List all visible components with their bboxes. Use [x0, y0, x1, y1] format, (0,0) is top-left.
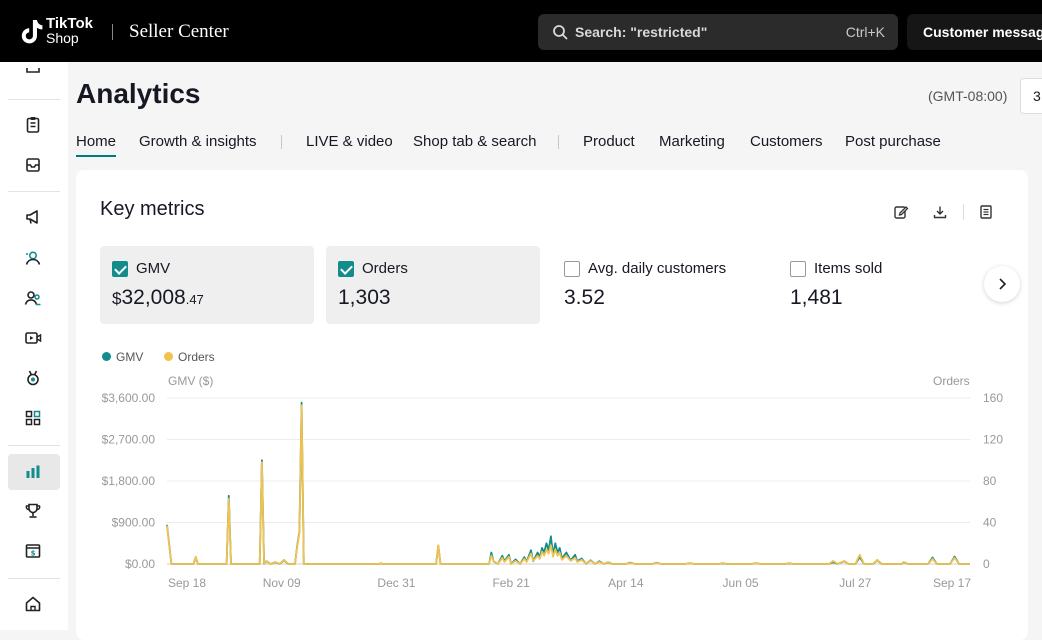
x-tick-label: Sep 18: [168, 576, 206, 590]
report-icon[interactable]: [978, 204, 994, 220]
customers-icon[interactable]: [24, 289, 42, 307]
y-right-axis-title: Orders: [933, 374, 970, 388]
sidebar: $: [0, 62, 68, 630]
y-left-tick-label: $1,800.00: [102, 474, 156, 488]
tab-product[interactable]: Product: [583, 133, 635, 150]
gmv-checkbox[interactable]: [112, 261, 128, 277]
y-left-tick-label: $2,700.00: [102, 433, 156, 447]
key-metrics-card: Key metrics GMV $32,008.47 Orders 1,303 …: [76, 170, 1028, 640]
timezone-label: (GMT-08:00): [928, 88, 1008, 104]
sidebar-divider: [8, 445, 60, 446]
y-left-tick-label: $900.00: [112, 516, 156, 530]
analytics-icon[interactable]: [24, 463, 42, 481]
y-left-tick-label: $3,600.00: [102, 391, 156, 405]
x-tick-label: Feb 21: [492, 576, 530, 590]
svg-text:$: $: [31, 550, 36, 558]
tab-shop-tab-search[interactable]: Shop tab & search: [413, 133, 537, 150]
download-icon[interactable]: [932, 204, 948, 220]
sidebar-divider: [8, 99, 60, 100]
y-right-tick-label: 160: [983, 391, 1003, 405]
megaphone-icon[interactable]: [24, 208, 42, 226]
search-box[interactable]: Ctrl+K: [538, 14, 898, 50]
legend-gmv[interactable]: GMV: [102, 350, 143, 364]
tab-post-purchase[interactable]: Post purchase: [845, 133, 941, 150]
app-name: Seller Center: [129, 21, 229, 42]
metric-value: 3.52: [564, 286, 605, 309]
inbox-icon[interactable]: [24, 156, 42, 174]
metric-value: $32,008.47: [112, 286, 204, 309]
x-tick-label: Sep 17: [933, 576, 971, 590]
clipboard-icon[interactable]: [24, 116, 42, 134]
top-bar: TikTok Shop Seller Center Ctrl+K Custome…: [0, 0, 1042, 62]
list-icon[interactable]: [24, 68, 42, 78]
gmv-orders-chart[interactable]: $0.00 0 $900.00 40 $1,800.00 80 $2,700.00 120 $3…: [76, 384, 1028, 594]
metric-label: Items sold: [814, 260, 883, 277]
metric-label: GMV: [136, 260, 171, 277]
card-title: Key metrics: [100, 198, 205, 220]
items-sold-checkbox[interactable]: [790, 261, 806, 277]
tab-customers[interactable]: Customers: [750, 133, 823, 150]
tab-divider: [558, 135, 559, 149]
creator-icon[interactable]: [24, 249, 42, 267]
metric-gmv[interactable]: GMV $32,008.47: [100, 246, 314, 324]
y-right-tick-label: 80: [983, 474, 997, 488]
next-metrics-button[interactable]: [984, 266, 1020, 302]
tab-divider: [281, 135, 282, 149]
legend-dot: [102, 352, 111, 361]
tab-live-video[interactable]: LIVE & video: [306, 133, 393, 150]
divider: [112, 24, 113, 40]
toolbar-divider: [963, 204, 964, 220]
avg-daily-customers-checkbox[interactable]: [564, 261, 580, 277]
search-input[interactable]: [575, 14, 835, 50]
metric-avg-daily-customers[interactable]: Avg. daily customers 3.52: [552, 246, 766, 324]
sidebar-divider: [8, 191, 60, 192]
chevron-right-icon: [999, 278, 1007, 290]
trophy-icon[interactable]: [24, 502, 42, 520]
video-icon[interactable]: [24, 329, 42, 347]
page-title: Analytics: [76, 78, 201, 109]
metric-value: 1,303: [338, 286, 391, 309]
search-icon: [553, 25, 568, 40]
legend-dot: [164, 352, 173, 361]
orders-series-line: [166, 404, 970, 565]
logo-text: TikTok Shop: [46, 15, 93, 46]
sidebar-divider: [8, 578, 60, 579]
y-left-axis-title: GMV ($): [168, 374, 214, 388]
x-tick-label: Apr 14: [608, 576, 644, 590]
x-tick-label: Jul 27: [839, 576, 871, 590]
tiktok-logo-icon[interactable]: [16, 15, 48, 47]
y-right-tick-label: 40: [983, 516, 997, 530]
metric-value: 1,481: [790, 286, 843, 309]
edit-icon[interactable]: [893, 204, 909, 220]
y-right-tick-label: 120: [983, 433, 1003, 447]
x-tick-label: Dec 31: [377, 576, 415, 590]
medal-icon[interactable]: [24, 369, 42, 387]
customer-messages-button[interactable]: Customer messages: [907, 14, 1042, 50]
gmv-series-line: [166, 401, 970, 565]
y-right-tick-label: 0: [983, 557, 990, 571]
finance-icon[interactable]: $: [24, 542, 42, 560]
home-icon[interactable]: [24, 595, 42, 613]
search-shortcut: Ctrl+K: [845, 24, 885, 40]
metric-label: Orders: [362, 260, 408, 277]
date-range-picker[interactable]: 3: [1020, 78, 1042, 114]
metric-orders[interactable]: Orders 1,303: [326, 246, 540, 324]
x-tick-label: Jun 05: [723, 576, 759, 590]
metric-items-sold[interactable]: Items sold 1,481: [778, 246, 992, 324]
tab-growth-insights[interactable]: Growth & insights: [139, 133, 257, 150]
x-tick-label: Nov 09: [263, 576, 301, 590]
apps-icon[interactable]: [24, 409, 42, 427]
metric-label: Avg. daily customers: [588, 260, 727, 277]
y-left-tick-label: $0.00: [125, 557, 155, 571]
tab-marketing[interactable]: Marketing: [659, 133, 725, 150]
legend-orders[interactable]: Orders: [164, 350, 215, 364]
orders-checkbox[interactable]: [338, 261, 354, 277]
tab-home[interactable]: Home: [76, 133, 117, 157]
